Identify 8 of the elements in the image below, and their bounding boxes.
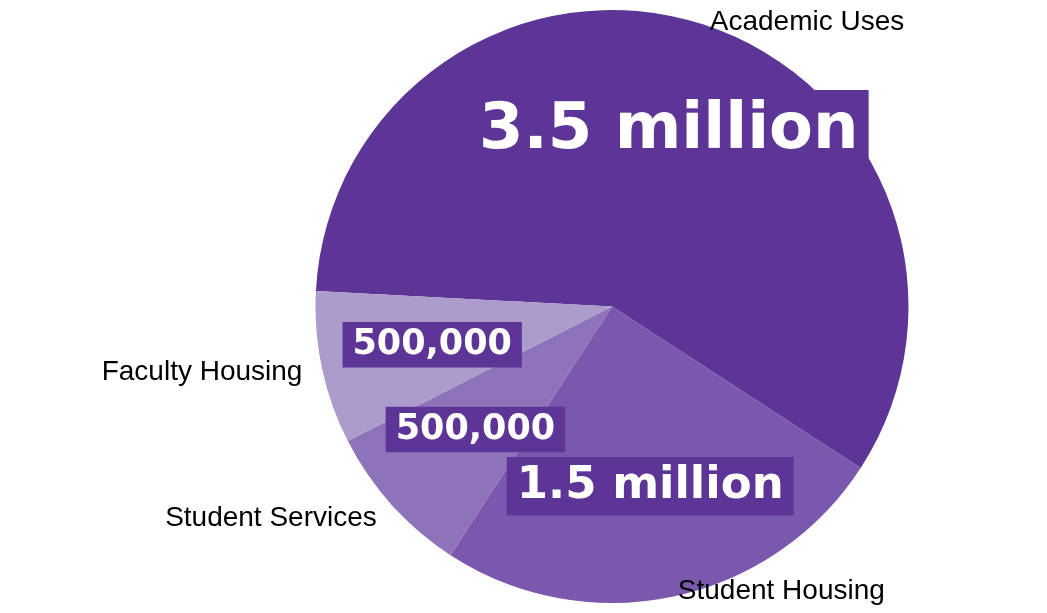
data-label: 1.5 million <box>516 456 784 509</box>
data-label: 500,000 <box>352 321 512 362</box>
data-label: 500,000 <box>395 406 556 447</box>
slice-label: Faculty Housing <box>101 355 303 387</box>
slice-label: Student Services <box>165 501 377 532</box>
slice-label: Academic Uses <box>709 4 905 36</box>
slice-label: Student Housing <box>677 573 885 605</box>
data-label: 3.5 million <box>478 89 859 164</box>
